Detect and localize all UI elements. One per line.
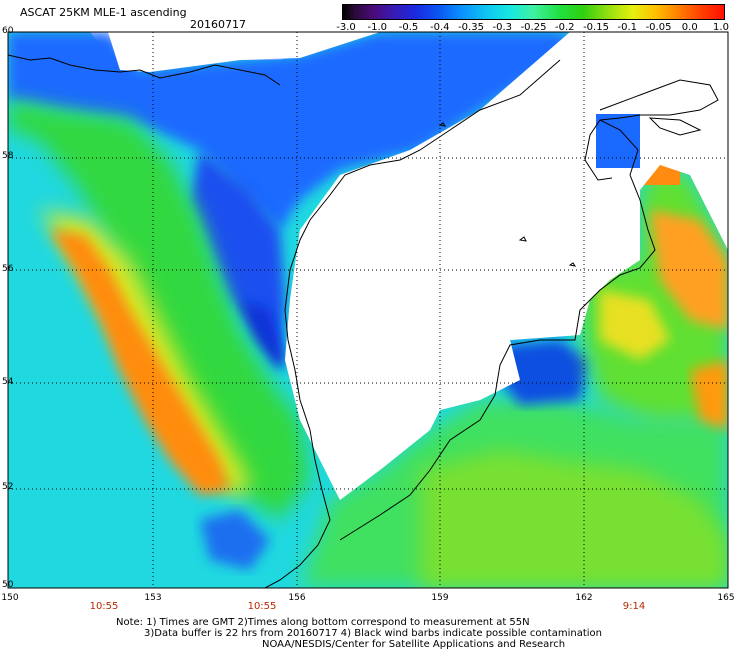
footer-note-2: 3)Data buffer is 22 hrs from 20160717 4)… [144,628,602,639]
lat-label: 58 [2,151,14,161]
colorbar-tick-label: -0.5 [398,22,419,33]
lat-label: 50 [2,580,14,590]
colorbar-tick-label: -1.0 [367,22,388,33]
time-label: 10:55 [89,601,119,612]
coastline [8,54,719,588]
colorbar-tick-label: -0.2 [554,22,575,33]
colorbar-tick-label: -0.05 [645,22,672,33]
colorbar-tick-label: 0.0 [681,22,698,33]
data-field-west [8,32,728,588]
lat-lon-grid [8,32,728,588]
colorbar-tick-label: -0.15 [583,22,609,33]
time-label: 10:55 [247,601,277,612]
lon-label: 150 [1,593,19,603]
lon-label: 162 [575,593,593,603]
colorbar-tick-label: -0.4 [429,22,450,33]
lat-label: 56 [2,264,14,274]
lat-label: 54 [2,377,14,387]
lon-label: 156 [288,593,306,603]
map-date: 20160717 [190,18,246,31]
lat-label: 60 [2,26,14,36]
colorbar-tick-label: -0.25 [520,22,547,33]
colorbar-tick-label: -0.35 [458,22,484,33]
colorbar-tick-label: -0.1 [617,22,638,33]
colorbar [342,4,725,20]
time-label: 9:14 [622,601,646,612]
lon-label: 159 [431,593,449,603]
lat-label: 52 [2,482,14,492]
lon-label: 165 [717,593,735,603]
colorbar-tick-label: -0.3 [492,22,513,33]
footer-note-1: Note: 1) Times are GMT 2)Times along bot… [116,617,530,628]
colorbar-tick-label: -3.0 [336,22,356,33]
lon-label: 153 [144,593,162,603]
map-frame [7,31,729,589]
footer-credit: NOAA/NESDIS/Center for Satellite Applica… [262,639,566,650]
no-data-mask [108,32,728,500]
colorbar-tick-label: 1.0 [713,22,729,33]
map-title: ASCAT 25KM MLE-1 ascending [20,6,187,19]
